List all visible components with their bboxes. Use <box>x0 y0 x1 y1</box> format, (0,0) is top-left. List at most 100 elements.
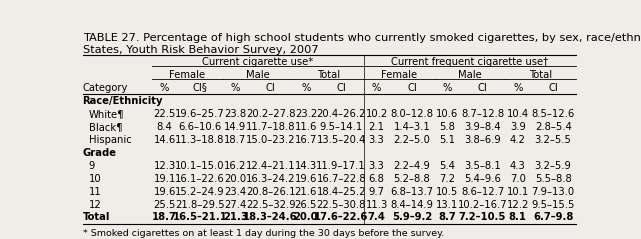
Text: 20.0: 20.0 <box>294 212 318 223</box>
Text: 18.7: 18.7 <box>152 212 177 223</box>
Text: 22.5–32.9: 22.5–32.9 <box>246 200 296 210</box>
Text: 11.9–17.1: 11.9–17.1 <box>317 161 366 171</box>
Text: Grade: Grade <box>83 148 117 158</box>
Text: 3.8–6.9: 3.8–6.9 <box>464 135 501 145</box>
Text: 3.5–8.1: 3.5–8.1 <box>464 161 501 171</box>
Text: 10.4: 10.4 <box>507 109 529 119</box>
Text: Hispanic: Hispanic <box>88 135 131 145</box>
Text: 22.5–30.8: 22.5–30.8 <box>317 200 366 210</box>
Text: Female: Female <box>169 70 205 80</box>
Text: Current frequent cigarette use†: Current frequent cigarette use† <box>391 57 549 67</box>
Text: TABLE 27. Percentage of high school students who currently smoked cigarettes, by: TABLE 27. Percentage of high school stud… <box>83 33 641 55</box>
Text: 3.9: 3.9 <box>510 122 526 132</box>
Text: 16.2: 16.2 <box>224 161 246 171</box>
Text: 16.7–22.8: 16.7–22.8 <box>317 174 366 184</box>
Text: 23.2: 23.2 <box>295 109 317 119</box>
Text: 3.9–8.4: 3.9–8.4 <box>464 122 501 132</box>
Text: 6.8–13.7: 6.8–13.7 <box>390 187 433 197</box>
Text: 16.7: 16.7 <box>295 135 317 145</box>
Text: Black¶: Black¶ <box>88 122 122 132</box>
Text: 7.9–13.0: 7.9–13.0 <box>531 187 575 197</box>
Text: 5.8: 5.8 <box>439 122 455 132</box>
Text: 9.7: 9.7 <box>369 187 385 197</box>
Text: 6.6–10.6: 6.6–10.6 <box>178 122 222 132</box>
Text: 3.2–5.9: 3.2–5.9 <box>535 161 572 171</box>
Text: %: % <box>513 82 522 92</box>
Text: CI: CI <box>407 82 417 92</box>
Text: 21.3: 21.3 <box>223 212 247 223</box>
Text: 19.6–25.7: 19.6–25.7 <box>175 109 225 119</box>
Text: 10.2: 10.2 <box>365 109 388 119</box>
Text: 16.1–22.6: 16.1–22.6 <box>175 174 225 184</box>
Text: 8.0–12.8: 8.0–12.8 <box>390 109 433 119</box>
Text: 19.1: 19.1 <box>153 174 176 184</box>
Text: CI: CI <box>337 82 346 92</box>
Text: 20.0: 20.0 <box>224 174 246 184</box>
Text: %: % <box>160 82 169 92</box>
Text: 23.8: 23.8 <box>224 109 246 119</box>
Text: 5.4–9.6: 5.4–9.6 <box>464 174 501 184</box>
Text: 18.7: 18.7 <box>224 135 246 145</box>
Text: 5.4: 5.4 <box>439 161 455 171</box>
Text: 6.7–9.8: 6.7–9.8 <box>533 212 574 223</box>
Text: 8.6–12.7: 8.6–12.7 <box>461 187 504 197</box>
Text: %: % <box>301 82 311 92</box>
Text: 2.8–5.4: 2.8–5.4 <box>535 122 572 132</box>
Text: 11.6: 11.6 <box>295 122 317 132</box>
Text: Category: Category <box>83 82 128 92</box>
Text: 11.3–18.8: 11.3–18.8 <box>175 135 224 145</box>
Text: 8.7–12.8: 8.7–12.8 <box>461 109 504 119</box>
Text: 12.4–21.1: 12.4–21.1 <box>246 161 296 171</box>
Text: 3.3: 3.3 <box>369 161 385 171</box>
Text: 21.8–29.5: 21.8–29.5 <box>175 200 225 210</box>
Text: 8.4: 8.4 <box>157 122 172 132</box>
Text: Male: Male <box>246 70 270 80</box>
Text: 12: 12 <box>88 200 101 210</box>
Text: Total: Total <box>317 70 340 80</box>
Text: 26.5: 26.5 <box>295 200 317 210</box>
Text: 8.4–14.9: 8.4–14.9 <box>390 200 433 210</box>
Text: 10.2–16.7: 10.2–16.7 <box>458 200 508 210</box>
Text: CI: CI <box>266 82 276 92</box>
Text: 5.1: 5.1 <box>439 135 455 145</box>
Text: 16.5–21.1: 16.5–21.1 <box>172 212 228 223</box>
Text: 7.2–10.5: 7.2–10.5 <box>459 212 506 223</box>
Text: 14.6: 14.6 <box>153 135 176 145</box>
Text: 11.7–18.8: 11.7–18.8 <box>246 122 296 132</box>
Text: 12.3: 12.3 <box>153 161 176 171</box>
Text: 21.6: 21.6 <box>295 187 317 197</box>
Text: 2.2–5.0: 2.2–5.0 <box>394 135 430 145</box>
Text: 13.5–20.4: 13.5–20.4 <box>317 135 366 145</box>
Text: 1.4–3.1: 1.4–3.1 <box>394 122 430 132</box>
Text: 22.5: 22.5 <box>153 109 176 119</box>
Text: 20.2–27.8: 20.2–27.8 <box>246 109 296 119</box>
Text: CI§: CI§ <box>192 82 208 92</box>
Text: 4.2: 4.2 <box>510 135 526 145</box>
Text: Current cigarette use*: Current cigarette use* <box>203 57 313 67</box>
Text: %: % <box>442 82 452 92</box>
Text: 2.2–4.9: 2.2–4.9 <box>394 161 430 171</box>
Text: 18.4–25.2: 18.4–25.2 <box>317 187 366 197</box>
Text: 9: 9 <box>88 161 95 171</box>
Text: Female: Female <box>381 70 417 80</box>
Text: 15.0–23.2: 15.0–23.2 <box>246 135 296 145</box>
Text: 6.8: 6.8 <box>369 174 385 184</box>
Text: White¶: White¶ <box>88 109 124 119</box>
Text: 19.6: 19.6 <box>153 187 176 197</box>
Text: 5.9–9.2: 5.9–9.2 <box>392 212 432 223</box>
Text: 7.0: 7.0 <box>510 174 526 184</box>
Text: 23.4: 23.4 <box>224 187 246 197</box>
Text: 8.7: 8.7 <box>438 212 456 223</box>
Text: 7.2: 7.2 <box>439 174 455 184</box>
Text: 9.5–15.5: 9.5–15.5 <box>531 200 575 210</box>
Text: 15.2–24.9: 15.2–24.9 <box>175 187 225 197</box>
Text: Total: Total <box>83 212 110 223</box>
Text: 9.5–14.1: 9.5–14.1 <box>320 122 363 132</box>
Text: %: % <box>372 82 381 92</box>
Text: 7.4: 7.4 <box>368 212 385 223</box>
Text: 19.6: 19.6 <box>295 174 317 184</box>
Text: 14.3: 14.3 <box>295 161 317 171</box>
Text: 11.3: 11.3 <box>365 200 388 210</box>
Text: 2.1: 2.1 <box>369 122 385 132</box>
Text: 8.5–12.6: 8.5–12.6 <box>531 109 575 119</box>
